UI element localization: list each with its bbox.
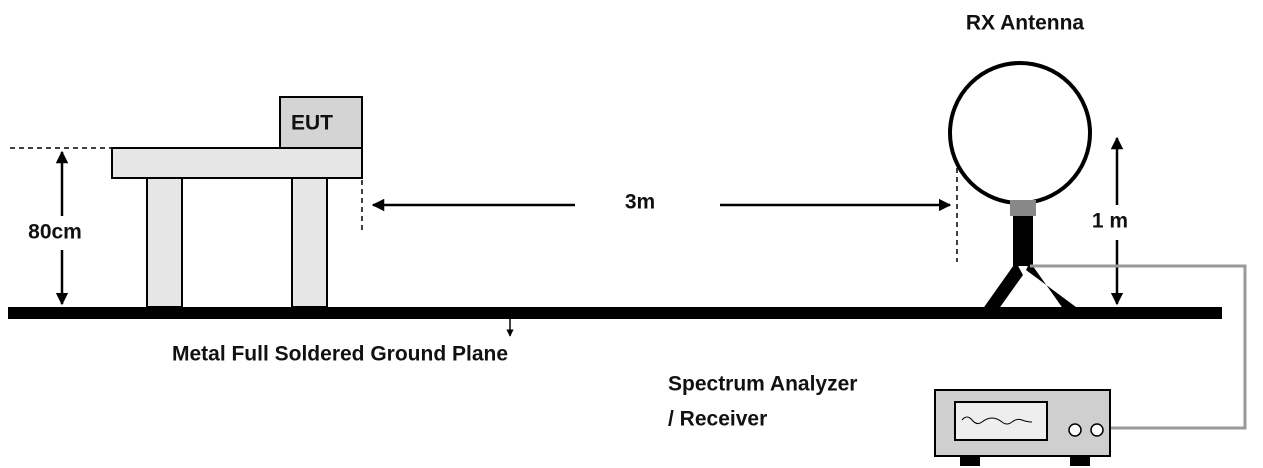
distance-label: 3m bbox=[625, 191, 655, 214]
tripod-leg bbox=[982, 262, 1023, 310]
tripod-leg bbox=[1026, 262, 1080, 310]
cable bbox=[1030, 264, 1247, 430]
antenna-mast bbox=[1013, 216, 1033, 266]
eut-box bbox=[279, 96, 363, 149]
eut-label: EUT bbox=[291, 112, 333, 135]
antenna-label: RX Antenna bbox=[966, 12, 1085, 35]
antenna-base bbox=[1010, 200, 1036, 216]
ground-plane bbox=[8, 307, 1222, 319]
foot bbox=[960, 456, 980, 466]
knob bbox=[1090, 423, 1104, 437]
loop-antenna bbox=[948, 61, 1092, 205]
trace bbox=[961, 416, 1033, 425]
knob bbox=[1068, 423, 1082, 437]
analyzer-label: Spectrum Analyzer bbox=[668, 373, 857, 396]
table-height-label: 80cm bbox=[28, 221, 82, 244]
table-leg bbox=[291, 177, 328, 308]
foot bbox=[1070, 456, 1090, 466]
table-leg bbox=[146, 177, 183, 308]
ground-plane-label: Metal Full Soldered Ground Plane bbox=[172, 343, 508, 366]
antenna-height-label: 1 m bbox=[1092, 210, 1128, 233]
table-top bbox=[111, 147, 363, 179]
analyzer-label: / Receiver bbox=[668, 408, 767, 431]
